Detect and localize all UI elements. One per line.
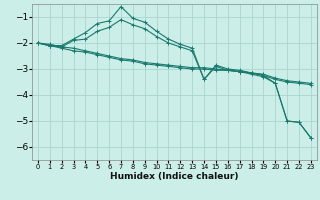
X-axis label: Humidex (Indice chaleur): Humidex (Indice chaleur) xyxy=(110,172,239,181)
